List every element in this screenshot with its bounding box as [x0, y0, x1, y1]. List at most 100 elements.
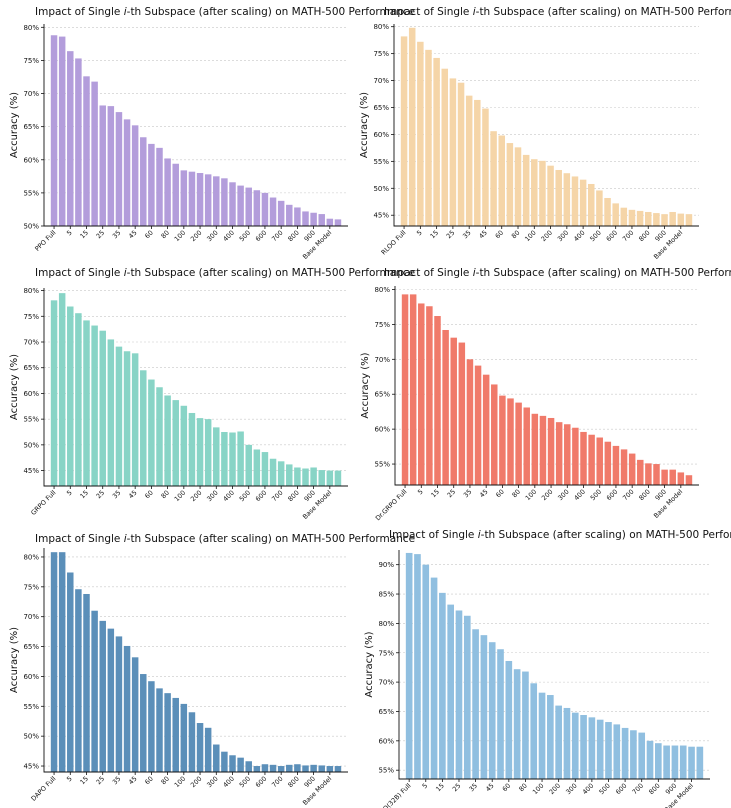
x-tick-label: 300	[205, 489, 219, 503]
bar	[261, 192, 269, 226]
bar	[418, 303, 425, 485]
y-tick-label: 60%	[378, 737, 394, 745]
x-tick-label: PPO Full	[33, 229, 57, 253]
x-tick-label: 300	[205, 229, 219, 243]
bar	[156, 688, 163, 772]
x-tick-label: 80	[160, 489, 172, 501]
x-tick-label: 5	[415, 229, 424, 238]
bar	[286, 764, 293, 772]
bar	[507, 398, 514, 485]
chart-rloo: Impact of Single i-th Subspace (after sc…	[359, 6, 731, 261]
x-tick-label: 15	[429, 488, 441, 500]
bar	[229, 755, 236, 772]
x-tick-label: 60	[143, 489, 155, 501]
x-tick-label: 100	[531, 782, 545, 796]
bar	[286, 204, 293, 226]
bar	[579, 179, 587, 226]
bar	[530, 683, 538, 779]
y-tick-label: 70%	[23, 90, 39, 98]
x-tick-label: 700	[621, 488, 635, 502]
chart-dapo: Impact of Single i-th Subspace (after sc…	[9, 533, 415, 807]
chart-title: Impact of Single i-th Subspace (after sc…	[389, 529, 731, 541]
bar	[277, 200, 285, 226]
bar	[653, 213, 660, 226]
bar	[213, 744, 220, 772]
bar	[571, 712, 579, 779]
bar	[472, 629, 479, 779]
bar	[237, 185, 244, 226]
bar	[318, 765, 325, 772]
x-tick-label: RLOO Full	[380, 229, 408, 257]
x-tick-label: 15	[429, 229, 441, 241]
y-tick-label: 70%	[373, 77, 389, 85]
bar	[466, 359, 474, 485]
y-tick-label: 45%	[373, 212, 389, 220]
bar	[58, 293, 66, 486]
y-tick-label: 80%	[373, 23, 389, 31]
x-tick-label: 200	[189, 775, 203, 789]
bar	[555, 705, 562, 779]
bar	[164, 158, 171, 226]
chart-title: Impact of Single i-th Subspace (after sc…	[35, 267, 415, 279]
bar	[563, 707, 571, 779]
x-tick-label: 400	[572, 229, 586, 243]
x-tick-label: 25	[95, 775, 107, 787]
bar	[326, 470, 334, 486]
y-tick-label: 90%	[378, 561, 394, 569]
y-tick-label: 65%	[378, 708, 394, 716]
bar	[67, 306, 74, 486]
x-tick-label: 35	[461, 229, 473, 241]
x-tick-label: 80	[510, 229, 522, 241]
x-tick-label: 700	[270, 229, 284, 243]
bar	[513, 669, 521, 779]
bar	[449, 78, 457, 226]
bar	[269, 458, 277, 486]
bar	[302, 211, 309, 226]
bar	[318, 470, 325, 486]
y-axis-label: Accuracy (%)	[9, 92, 20, 158]
bar	[434, 316, 441, 485]
bar	[628, 209, 636, 226]
axis-spine	[394, 286, 699, 486]
bar	[131, 657, 139, 772]
bar	[123, 645, 131, 772]
bar	[474, 365, 482, 485]
y-tick-label: 55%	[374, 461, 390, 469]
y-tick-label: 60%	[373, 131, 389, 139]
bar	[115, 636, 123, 772]
bar	[531, 413, 539, 485]
bar	[67, 572, 74, 772]
bar	[480, 635, 488, 779]
bar	[465, 95, 473, 226]
y-tick-label: 80%	[374, 286, 390, 294]
x-tick-label: 600	[614, 782, 628, 796]
bar	[653, 464, 660, 485]
x-tick-label: 25	[446, 488, 458, 500]
bar	[538, 692, 546, 779]
bar	[188, 412, 196, 486]
y-tick-label: 60%	[23, 390, 39, 398]
x-tick-label: 200	[540, 229, 554, 243]
bar	[245, 761, 252, 772]
x-tick-label: 700	[270, 489, 284, 503]
bar	[83, 320, 90, 486]
x-tick-label: DAPO Full	[29, 775, 57, 803]
y-tick-label: 75%	[23, 313, 39, 321]
bar	[588, 717, 596, 779]
x-tick-label: 500	[238, 229, 252, 243]
bar	[645, 463, 652, 485]
bar	[646, 740, 654, 779]
y-tick-label: 85%	[378, 591, 394, 599]
bar	[628, 453, 636, 485]
bar	[596, 437, 603, 485]
y-tick-label: 65%	[374, 391, 390, 399]
bar	[294, 764, 301, 772]
bar	[156, 387, 163, 486]
x-tick-label: 300	[556, 229, 570, 243]
x-tick-label: GRPO Full	[29, 489, 57, 517]
y-tick-label: 75%	[23, 57, 39, 65]
x-tick-label: 5	[421, 782, 430, 791]
bar	[277, 461, 285, 486]
x-tick-label: 800	[647, 782, 661, 796]
bar	[115, 112, 123, 226]
